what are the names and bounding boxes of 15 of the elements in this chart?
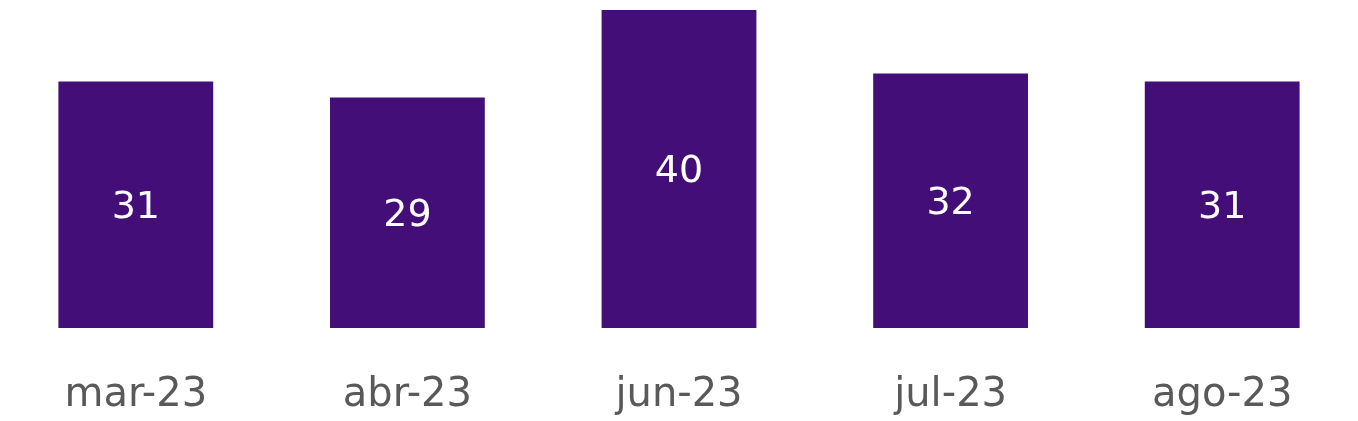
x-tick-label: jun-23	[614, 369, 743, 415]
bar	[873, 73, 1029, 328]
x-tick-label: mar-23	[64, 369, 208, 415]
data-label: 40	[654, 147, 704, 191]
bar	[329, 97, 485, 328]
data-label: 32	[926, 178, 975, 223]
data-label: 31	[1198, 182, 1247, 227]
bar	[601, 10, 757, 328]
x-tick-label: abr-23	[342, 369, 472, 415]
data-label: 31	[111, 182, 160, 227]
bar	[1144, 81, 1300, 328]
bar	[58, 81, 214, 328]
data-label: 29	[383, 190, 432, 235]
x-tick-label: ago-23	[1151, 369, 1293, 415]
x-tick-label: jul-23	[893, 369, 1008, 415]
